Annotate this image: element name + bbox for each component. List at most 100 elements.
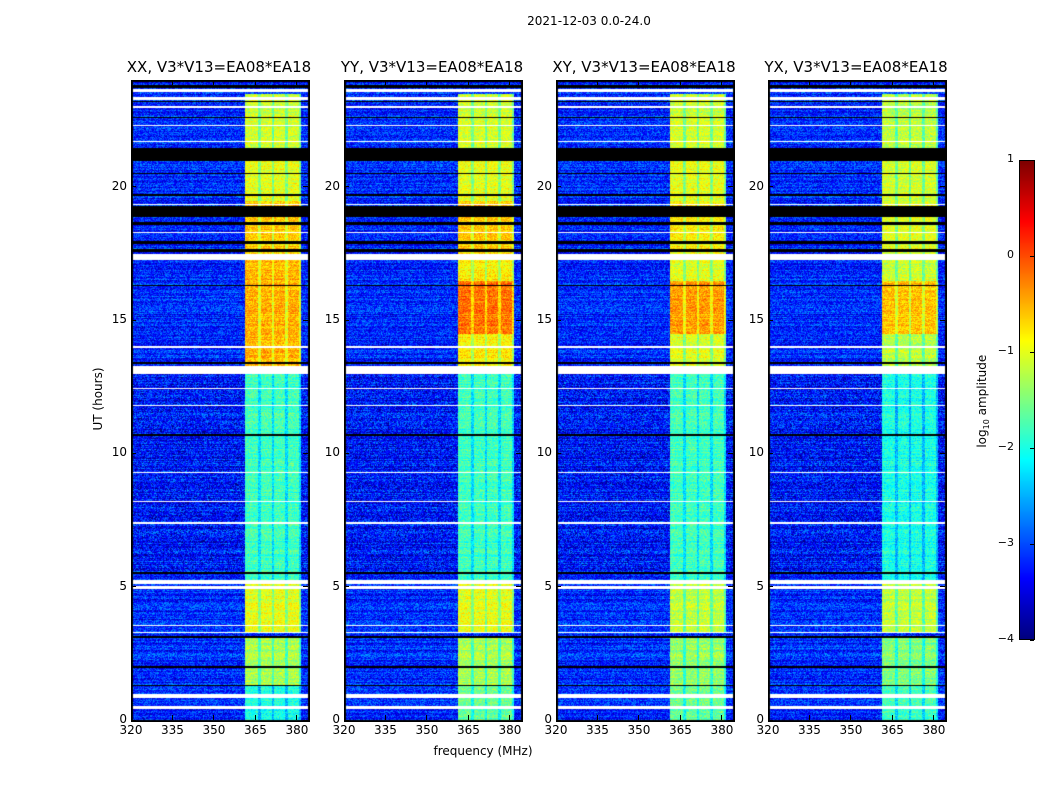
y-tick-label: 15	[748, 312, 764, 326]
x-tick-mark	[254, 715, 256, 720]
x-tick-label: 380	[285, 723, 309, 737]
y-tick-mark	[344, 319, 349, 321]
x-tick-label: 350	[627, 723, 651, 737]
colorbar	[1019, 160, 1035, 640]
colorbar-tick-mark	[1030, 543, 1034, 545]
colorbar-tick-mark	[1030, 159, 1034, 161]
x-tick-mark	[509, 715, 511, 720]
x-axis-label: frequency (MHz)	[433, 744, 533, 758]
x-tick-label: 365	[669, 723, 692, 737]
x-tick-mark	[384, 715, 386, 720]
x-tick-mark	[638, 715, 640, 720]
colorbar-tick-mark	[1030, 639, 1034, 641]
x-tick-label: 380	[498, 723, 522, 737]
y-tick-mark	[516, 452, 521, 454]
y-tick-mark	[556, 719, 561, 721]
panel-title: XY, V3*V13=EA08*EA18	[552, 58, 736, 76]
colorbar-tick-mark	[1030, 255, 1034, 257]
heatmap-panel-yy	[344, 80, 523, 722]
x-tick-mark	[296, 80, 298, 85]
x-tick-mark	[509, 80, 511, 85]
x-tick-mark	[130, 715, 132, 720]
y-tick-mark	[303, 719, 308, 721]
y-tick-label: 15	[536, 312, 552, 326]
y-tick-label: 10	[111, 445, 127, 460]
x-tick-mark	[679, 80, 681, 85]
y-tick-mark	[768, 186, 773, 188]
y-tick-mark	[940, 719, 945, 721]
x-tick-label: 335	[586, 723, 609, 737]
y-tick-mark	[303, 319, 308, 321]
x-tick-mark	[933, 715, 935, 720]
x-tick-mark	[467, 80, 469, 85]
y-tick-mark	[728, 719, 733, 721]
y-tick-mark	[131, 586, 136, 588]
x-tick-label: 320	[332, 723, 356, 737]
y-tick-label: 20	[111, 178, 127, 193]
x-tick-label: 320	[544, 723, 568, 737]
y-tick-mark	[940, 452, 945, 454]
y-tick-mark	[768, 319, 773, 321]
y-axis-label: UT (hours)	[91, 367, 105, 431]
x-tick-label: 365	[244, 723, 267, 737]
y-tick-label: 0	[544, 712, 552, 726]
y-tick-label: 10	[324, 445, 340, 460]
colorbar-tick-label: −1	[997, 344, 1014, 357]
x-tick-label: 320	[756, 723, 780, 737]
x-tick-mark	[767, 715, 769, 720]
y-tick-mark	[728, 452, 733, 454]
x-tick-mark	[555, 715, 557, 720]
colorbar-tick-mark	[1030, 351, 1034, 353]
y-tick-mark	[516, 319, 521, 321]
y-tick-label: 5	[756, 578, 764, 593]
colorbar-tick-label: 1	[1007, 152, 1014, 165]
y-tick-mark	[556, 452, 561, 454]
y-tick-mark	[556, 586, 561, 588]
figure-title: 2021-12-03 0.0-24.0	[527, 14, 651, 28]
x-tick-label: 365	[457, 723, 480, 737]
y-tick-mark	[728, 319, 733, 321]
x-tick-mark	[426, 80, 428, 85]
x-tick-mark	[343, 715, 345, 720]
colorbar-tick-label: −2	[997, 440, 1014, 453]
x-tick-mark	[254, 80, 256, 85]
x-tick-mark	[555, 80, 557, 85]
x-tick-label: 350	[415, 723, 439, 737]
x-tick-label: 380	[710, 723, 734, 737]
colorbar-tick-label: 0	[1007, 248, 1014, 261]
y-tick-label: 5	[332, 578, 340, 593]
colorbar-tick-label: −3	[997, 536, 1014, 549]
y-tick-mark	[131, 452, 136, 454]
x-tick-label: 350	[202, 723, 226, 737]
heatmap-panel-xy	[556, 80, 735, 722]
heatmap-panel-xx	[131, 80, 310, 722]
x-tick-mark	[384, 80, 386, 85]
x-tick-mark	[596, 80, 598, 85]
y-tick-mark	[344, 586, 349, 588]
x-tick-mark	[891, 715, 893, 720]
y-tick-mark	[516, 719, 521, 721]
heatmap-panel-yx	[768, 80, 947, 722]
x-tick-mark	[850, 715, 852, 720]
y-tick-mark	[728, 586, 733, 588]
colorbar-label-rest: amplitude	[974, 354, 989, 420]
y-tick-mark	[516, 186, 521, 188]
x-tick-mark	[767, 80, 769, 85]
colorbar-tick-label: −4	[997, 632, 1014, 645]
x-tick-mark	[213, 715, 215, 720]
y-tick-mark	[344, 719, 349, 721]
y-tick-label: 5	[544, 578, 552, 593]
x-tick-mark	[596, 715, 598, 720]
y-tick-mark	[303, 452, 308, 454]
x-tick-mark	[808, 80, 810, 85]
colorbar-tick-mark	[1030, 447, 1034, 449]
y-tick-mark	[768, 586, 773, 588]
y-tick-mark	[768, 719, 773, 721]
y-tick-mark	[303, 586, 308, 588]
x-tick-mark	[130, 80, 132, 85]
x-tick-mark	[171, 80, 173, 85]
y-tick-mark	[131, 719, 136, 721]
x-tick-mark	[721, 715, 723, 720]
x-tick-label: 365	[881, 723, 904, 737]
